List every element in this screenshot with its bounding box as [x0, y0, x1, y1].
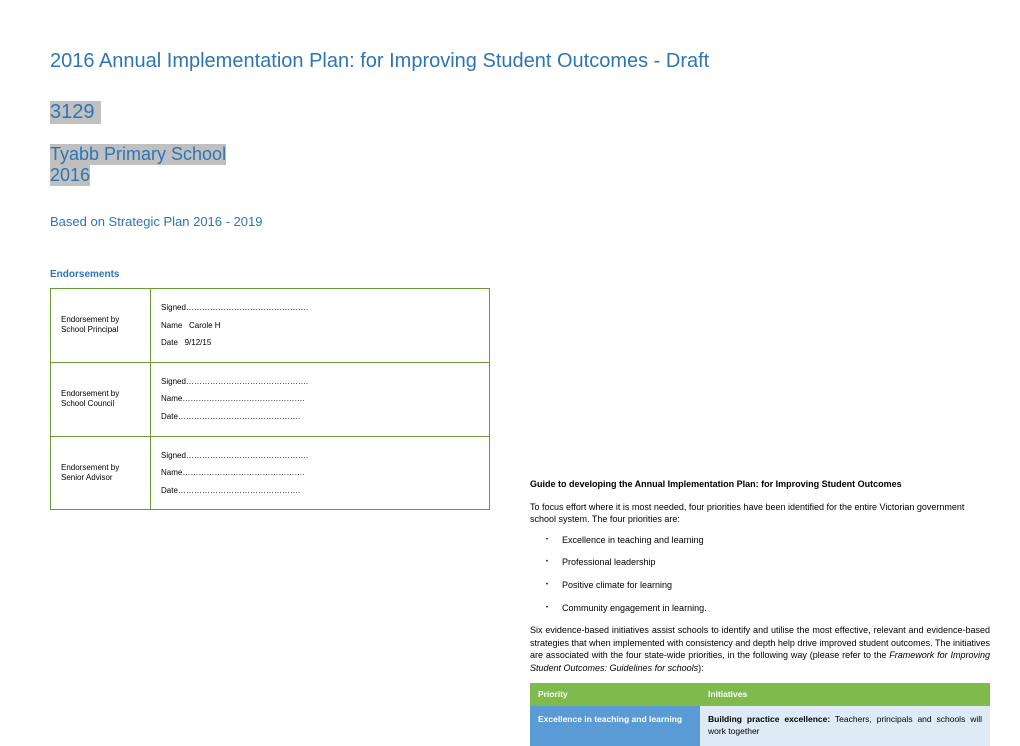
initiatives-header: Initiatives — [700, 683, 990, 707]
dotted-line — [178, 486, 300, 495]
table-header-row: Priority Initiatives — [530, 683, 990, 707]
school-code: 3129 — [50, 101, 101, 124]
list-item: Community engagement in learning. — [552, 602, 990, 615]
signed-label: Signed — [161, 451, 186, 460]
list-item: Professional leadership — [552, 556, 990, 569]
name-label: Name — [161, 321, 182, 330]
table-row: Endorsement by School Principal Signed N… — [51, 289, 490, 363]
endorsement-fields: Signed Name Carole H Date 9/12/15 — [151, 289, 490, 363]
endorsement-label: Endorsement by School Principal — [51, 289, 151, 363]
endorsements-table: Endorsement by School Principal Signed N… — [50, 288, 490, 510]
date-value: 9/12/15 — [185, 338, 212, 347]
signed-label: Signed — [161, 303, 186, 312]
initiatives-table: Priority Initiatives Excellence in teach… — [530, 683, 990, 746]
name-label: Name — [161, 468, 182, 477]
dotted-line — [182, 394, 304, 403]
endorsement-fields: Signed Name Date — [151, 436, 490, 510]
dotted-line — [182, 468, 304, 477]
date-label: Date — [161, 338, 178, 347]
endorsement-label: Endorsement by School Council — [51, 362, 151, 436]
name-value: Carole H — [189, 321, 221, 330]
guide-initiatives-text: Six evidence-based initiatives assist sc… — [530, 624, 990, 674]
guide-section: Guide to developing the Annual Implement… — [530, 478, 990, 746]
based-on-text: Based on Strategic Plan 2016 - 2019 — [50, 214, 970, 229]
list-item: Positive climate for learning — [552, 579, 990, 592]
priorities-list: Excellence in teaching and learning Prof… — [552, 534, 990, 614]
table-row: Excellence in teaching and learning Buil… — [530, 706, 990, 746]
priority-cell: Excellence in teaching and learning — [530, 706, 700, 746]
plan-year: 2016 — [50, 165, 90, 186]
initiative-cell: Building practice excellence: Teachers, … — [700, 706, 990, 746]
endorsement-fields: Signed Name Date — [151, 362, 490, 436]
dotted-line — [186, 451, 308, 460]
endorsement-label: Endorsement by Senior Advisor — [51, 436, 151, 510]
date-label: Date — [161, 412, 178, 421]
priority-header: Priority — [530, 683, 700, 707]
table-row: Endorsement by Senior Advisor Signed Nam… — [51, 436, 490, 510]
document-title: 2016 Annual Implementation Plan: for Imp… — [50, 50, 970, 73]
name-label: Name — [161, 394, 182, 403]
table-row: Endorsement by School Council Signed Nam… — [51, 362, 490, 436]
dotted-line — [178, 412, 300, 421]
endorsements-header: Endorsements — [50, 269, 970, 280]
school-name: Tyabb Primary School — [50, 144, 226, 165]
guide-title: Guide to developing the Annual Implement… — [530, 478, 990, 491]
dotted-line — [186, 377, 308, 386]
guide-intro: To focus effort where it is most needed,… — [530, 501, 990, 526]
signed-label: Signed — [161, 377, 186, 386]
date-label: Date — [161, 486, 178, 495]
list-item: Excellence in teaching and learning — [552, 534, 990, 547]
dotted-line — [186, 303, 308, 312]
